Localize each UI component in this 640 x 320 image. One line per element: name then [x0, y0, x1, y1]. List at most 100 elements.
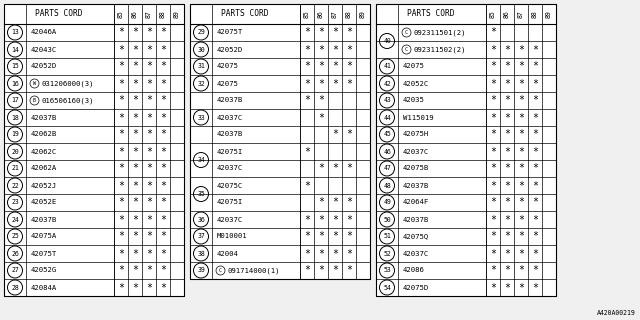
- Text: 46: 46: [383, 148, 391, 155]
- Text: *: *: [532, 61, 538, 71]
- Text: *: *: [160, 197, 166, 207]
- Text: *: *: [504, 95, 510, 106]
- Text: 42062C: 42062C: [31, 148, 57, 155]
- Text: *: *: [504, 283, 510, 292]
- Text: *: *: [160, 130, 166, 140]
- Text: 42052D: 42052D: [31, 63, 57, 69]
- Text: *: *: [146, 44, 152, 54]
- Text: *: *: [504, 113, 510, 123]
- Text: 85: 85: [304, 10, 310, 18]
- Text: 44: 44: [383, 115, 391, 121]
- Text: *: *: [518, 231, 524, 242]
- Text: *: *: [332, 266, 338, 276]
- Text: 42037B: 42037B: [403, 217, 429, 222]
- Text: *: *: [318, 231, 324, 242]
- Text: *: *: [490, 197, 496, 207]
- Text: *: *: [132, 78, 138, 89]
- Text: *: *: [146, 249, 152, 259]
- Text: *: *: [304, 44, 310, 54]
- Text: *: *: [518, 78, 524, 89]
- Text: *: *: [160, 231, 166, 242]
- Text: *: *: [118, 28, 124, 37]
- Text: *: *: [518, 130, 524, 140]
- Text: *: *: [318, 95, 324, 106]
- Text: *: *: [346, 231, 352, 242]
- Text: 48: 48: [383, 182, 391, 188]
- Text: *: *: [346, 130, 352, 140]
- Text: 42075B: 42075B: [403, 165, 429, 172]
- Text: *: *: [332, 249, 338, 259]
- Text: 30: 30: [197, 46, 205, 52]
- Bar: [4, 4, 184, 296]
- Text: *: *: [332, 28, 338, 37]
- Text: *: *: [304, 28, 310, 37]
- Text: *: *: [518, 266, 524, 276]
- Text: 42064F: 42064F: [403, 199, 429, 205]
- Text: 19: 19: [11, 132, 19, 138]
- Text: 24: 24: [11, 217, 19, 222]
- Text: *: *: [532, 113, 538, 123]
- Text: 42075Q: 42075Q: [403, 234, 429, 239]
- Text: *: *: [504, 130, 510, 140]
- Text: *: *: [118, 147, 124, 156]
- Text: *: *: [532, 130, 538, 140]
- Text: 016506160(3): 016506160(3): [41, 97, 93, 104]
- Text: 85: 85: [118, 10, 124, 18]
- Text: *: *: [532, 249, 538, 259]
- Text: *: *: [532, 78, 538, 89]
- Text: *: *: [146, 283, 152, 292]
- Text: 36: 36: [197, 217, 205, 222]
- Bar: [376, 4, 556, 296]
- Text: *: *: [346, 164, 352, 173]
- Text: 37: 37: [197, 234, 205, 239]
- Text: 49: 49: [383, 199, 391, 205]
- Text: 31: 31: [197, 63, 205, 69]
- Text: 29: 29: [197, 29, 205, 36]
- Text: *: *: [318, 28, 324, 37]
- Text: *: *: [332, 61, 338, 71]
- Text: 52: 52: [383, 251, 391, 257]
- Text: 87: 87: [332, 10, 338, 18]
- Text: 42037B: 42037B: [31, 115, 57, 121]
- Text: 42037C: 42037C: [217, 217, 243, 222]
- Text: *: *: [118, 95, 124, 106]
- Text: *: *: [490, 249, 496, 259]
- Text: *: *: [118, 180, 124, 190]
- Text: 88: 88: [532, 10, 538, 18]
- Text: *: *: [132, 197, 138, 207]
- Text: 42086: 42086: [403, 268, 425, 274]
- Text: 091714000(1): 091714000(1): [227, 267, 280, 274]
- Text: 42035: 42035: [403, 98, 425, 103]
- Text: 42037C: 42037C: [217, 165, 243, 172]
- Text: *: *: [318, 266, 324, 276]
- Text: 16: 16: [11, 81, 19, 86]
- Text: *: *: [346, 78, 352, 89]
- Text: 42046A: 42046A: [31, 29, 57, 36]
- Text: *: *: [146, 266, 152, 276]
- Text: 33: 33: [197, 115, 205, 121]
- Text: *: *: [132, 95, 138, 106]
- Text: *: *: [160, 113, 166, 123]
- Text: 42037C: 42037C: [217, 115, 243, 121]
- Text: *: *: [504, 266, 510, 276]
- Text: 42: 42: [383, 81, 391, 86]
- Text: 35: 35: [197, 191, 205, 197]
- Text: *: *: [160, 28, 166, 37]
- Text: *: *: [532, 231, 538, 242]
- Text: 43: 43: [383, 98, 391, 103]
- Text: *: *: [490, 61, 496, 71]
- Text: *: *: [490, 130, 496, 140]
- Text: *: *: [532, 197, 538, 207]
- Text: *: *: [146, 231, 152, 242]
- Text: *: *: [146, 61, 152, 71]
- Text: 27: 27: [11, 268, 19, 274]
- Text: *: *: [518, 147, 524, 156]
- Text: *: *: [504, 231, 510, 242]
- Text: *: *: [504, 164, 510, 173]
- Text: *: *: [132, 147, 138, 156]
- Text: 34: 34: [197, 157, 205, 163]
- Text: 42037B: 42037B: [403, 182, 429, 188]
- Text: *: *: [318, 164, 324, 173]
- Text: 42052C: 42052C: [403, 81, 429, 86]
- Bar: [190, 4, 370, 279]
